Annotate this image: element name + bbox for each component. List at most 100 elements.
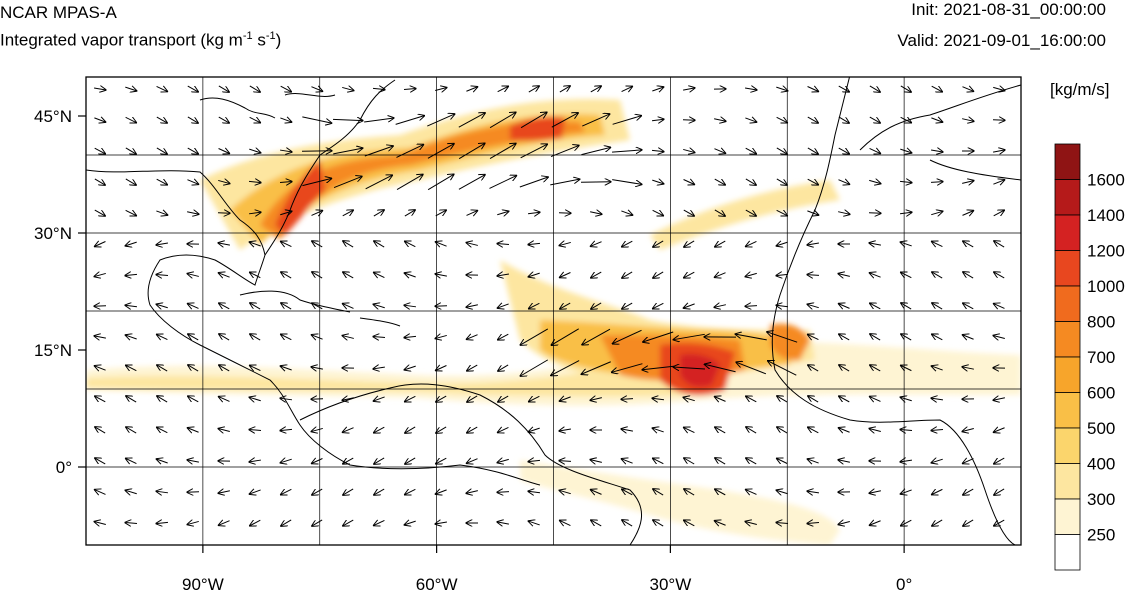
wind-vector: [776, 274, 789, 275]
wind-vector: [125, 87, 136, 91]
wind-vector: [250, 520, 261, 526]
wind-vector: [900, 490, 912, 494]
wind-vector: [963, 241, 974, 248]
wind-vector: [280, 211, 291, 214]
wind-vector: [993, 428, 1005, 433]
wind-vector: [94, 522, 106, 525]
wind-vector: [95, 458, 106, 465]
wind-vector: [776, 242, 788, 246]
wind-vector: [930, 182, 943, 183]
wind-vector: [281, 334, 292, 339]
wind-vector: [497, 459, 509, 462]
wind-vector: [281, 519, 292, 526]
wind-vector: [839, 365, 850, 372]
wind-vector: [612, 363, 643, 373]
wind-vector: [250, 365, 261, 370]
wind-vector: [435, 242, 447, 246]
wind-vector: [869, 243, 881, 245]
wind-vector: [582, 328, 611, 345]
wind-vector: [218, 429, 230, 432]
wind-vector: [466, 491, 478, 494]
wind-vector: [404, 210, 415, 217]
wind-vector: [807, 459, 819, 463]
wind-vector: [436, 426, 447, 433]
wind-vector: [374, 520, 385, 525]
wind-vector: [807, 147, 818, 154]
wind-vector: [218, 273, 230, 277]
wind-vector: [249, 490, 261, 494]
colorbar-label: 700: [1087, 348, 1115, 367]
wind-vector: [899, 181, 912, 182]
wind-vector: [684, 240, 695, 247]
colorbar-label: 400: [1087, 455, 1115, 474]
wind-vector: [612, 150, 642, 152]
wind-vector: [550, 179, 579, 186]
wind-vector: [900, 460, 913, 462]
colorbar-swatch: [1054, 427, 1081, 464]
wind-vector: [342, 87, 354, 90]
wind-vector: [839, 334, 850, 341]
wind-vector: [652, 180, 663, 184]
wind-vector: [591, 520, 602, 527]
wind-vector: [776, 117, 788, 122]
wind-vector: [156, 179, 168, 185]
wind-vector: [281, 303, 292, 310]
wind-vector: [559, 490, 571, 493]
colorbar-label: 250: [1087, 526, 1115, 545]
wind-vector: [125, 523, 138, 524]
wind-vector: [715, 427, 726, 434]
wind-vector: [622, 520, 633, 527]
wind-vector: [342, 336, 354, 339]
wind-vector: [870, 303, 881, 310]
wind-vector: [497, 522, 509, 524]
wind-vector: [126, 365, 137, 370]
colorbar-swatch: [1054, 250, 1081, 287]
wind-vector: [374, 427, 385, 433]
wind-vector: [931, 211, 943, 214]
wind-vector: [343, 519, 354, 526]
wind-vector: [808, 334, 819, 339]
wind-vector: [714, 273, 726, 278]
map-frame: [85, 76, 1022, 546]
wind-vector: [436, 366, 447, 371]
wind-vector: [621, 429, 633, 431]
wind-vector: [279, 150, 292, 152]
wind-vector: [403, 89, 416, 90]
wind-vector: [581, 361, 611, 374]
wind-vector: [312, 272, 323, 279]
wind-vector: [218, 491, 230, 494]
wind-vector: [427, 144, 454, 159]
colorbar-label: 1400: [1087, 206, 1125, 225]
wind-vector: [187, 274, 199, 277]
wind-vector: [374, 488, 385, 495]
wind-vector: [187, 180, 198, 185]
wind-vector: [404, 366, 416, 370]
wind-vector: [992, 120, 1005, 121]
wind-vector: [249, 430, 262, 431]
wind-vector: [126, 458, 137, 463]
wind-vector: [125, 490, 137, 493]
wind-vector: [435, 210, 447, 217]
wind-vector: [962, 87, 973, 92]
wind-vector: [373, 337, 386, 338]
wind-vector: [497, 211, 508, 214]
wind-vector: [520, 144, 548, 159]
wind-arrows: [94, 86, 1005, 526]
wind-vector: [839, 396, 850, 403]
wind-vector: [963, 459, 974, 464]
wind-vector: [498, 427, 509, 432]
wind-vector: [250, 272, 261, 277]
wind-vector: [343, 488, 354, 495]
wind-vector: [560, 302, 571, 309]
wind-vector: [280, 429, 293, 430]
wind-vector: [590, 398, 602, 401]
wind-vector: [838, 147, 849, 154]
wind-vector: [776, 305, 789, 306]
wind-vector: [621, 86, 633, 91]
field-title-mid: s: [252, 30, 266, 50]
wind-vector: [249, 85, 260, 92]
lat-tick-label: 30°N: [34, 224, 72, 243]
wind-vector: [95, 242, 106, 247]
wind-vector: [156, 211, 167, 215]
lon-tick-label: 90°W: [182, 575, 224, 593]
